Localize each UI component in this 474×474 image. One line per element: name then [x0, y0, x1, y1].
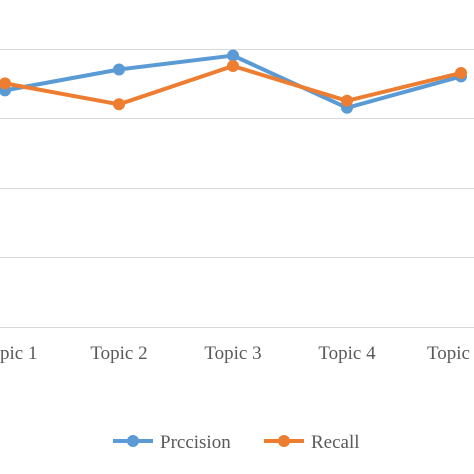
data-point-recall — [113, 98, 125, 111]
x-tick-label: Topic 2 — [90, 343, 147, 364]
legend-swatch-marker-prccision — [127, 435, 139, 447]
x-axis-tick-labels: pic 1 Topic 2 Topic 3 Topic 4 Topic — [0, 343, 470, 364]
x-tick-label: Topic 4 — [318, 343, 376, 364]
data-point-recall — [227, 60, 239, 72]
legend: Prccision Recall — [113, 432, 360, 453]
legend-label-prccision: Prccision — [160, 432, 231, 453]
data-point-prccision — [227, 49, 239, 62]
series-lines — [0, 49, 467, 114]
legend-label-recall: Recall — [311, 432, 360, 453]
data-point-prccision — [113, 63, 125, 76]
grid-lines — [0, 49, 474, 328]
legend-swatch-marker-recall — [278, 435, 290, 447]
data-point-recall — [455, 66, 467, 79]
data-point-recall — [0, 77, 11, 90]
x-tick-label: pic 1 — [0, 343, 37, 364]
x-tick-label: Topic — [427, 343, 470, 364]
data-point-recall — [341, 94, 353, 107]
x-tick-label: Topic 3 — [204, 343, 261, 364]
